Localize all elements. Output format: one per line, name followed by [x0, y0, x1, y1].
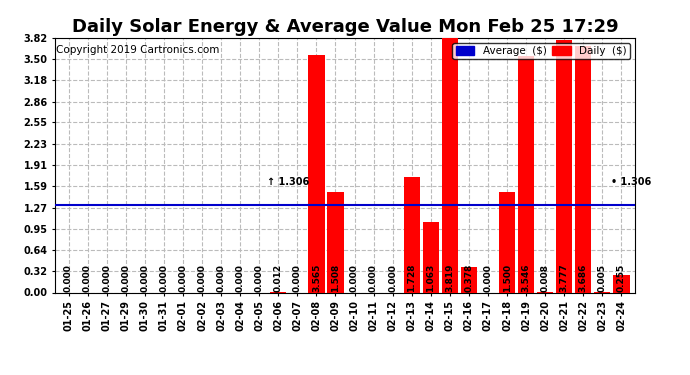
- Text: 0.000: 0.000: [236, 264, 245, 292]
- Text: 3.819: 3.819: [445, 264, 454, 292]
- Text: • 1.306: • 1.306: [611, 177, 651, 187]
- Bar: [499, 192, 515, 292]
- Text: 0.000: 0.000: [293, 264, 302, 292]
- Text: 3.565: 3.565: [312, 264, 321, 292]
- Text: 0.255: 0.255: [617, 264, 626, 292]
- Text: 0.000: 0.000: [83, 264, 92, 292]
- Bar: [461, 267, 477, 292]
- Text: 0.378: 0.378: [464, 264, 473, 292]
- Text: 0.000: 0.000: [159, 264, 168, 292]
- Text: 1.728: 1.728: [407, 264, 416, 292]
- Text: 3.777: 3.777: [560, 263, 569, 292]
- Text: 0.000: 0.000: [179, 264, 188, 292]
- Bar: [423, 222, 439, 292]
- Text: 0.000: 0.000: [197, 264, 206, 292]
- Text: 0.005: 0.005: [598, 264, 607, 292]
- Text: 1.063: 1.063: [426, 264, 435, 292]
- Text: 3.546: 3.546: [522, 264, 531, 292]
- Text: 0.000: 0.000: [255, 264, 264, 292]
- Bar: [518, 56, 534, 292]
- Text: 0.000: 0.000: [102, 264, 111, 292]
- Title: Daily Solar Energy & Average Value Mon Feb 25 17:29: Daily Solar Energy & Average Value Mon F…: [72, 18, 618, 36]
- Text: 0.000: 0.000: [484, 264, 493, 292]
- Bar: [404, 177, 420, 292]
- Bar: [575, 46, 591, 292]
- Legend: Average  ($), Daily  ($): Average ($), Daily ($): [453, 43, 629, 59]
- Bar: [442, 38, 458, 292]
- Text: 0.000: 0.000: [217, 264, 226, 292]
- Text: 3.686: 3.686: [579, 264, 588, 292]
- Text: 0.000: 0.000: [369, 264, 378, 292]
- Text: 0.000: 0.000: [121, 264, 130, 292]
- Text: 0.000: 0.000: [388, 264, 397, 292]
- Bar: [308, 54, 324, 292]
- Text: 0.008: 0.008: [541, 264, 550, 292]
- Text: ↑ 1.306: ↑ 1.306: [266, 177, 309, 187]
- Text: 0.000: 0.000: [350, 264, 359, 292]
- Bar: [613, 276, 629, 292]
- Bar: [327, 192, 344, 292]
- Text: 0.012: 0.012: [274, 264, 283, 292]
- Text: 0.000: 0.000: [140, 264, 149, 292]
- Text: 1.508: 1.508: [331, 264, 340, 292]
- Text: 0.000: 0.000: [64, 264, 73, 292]
- Text: 1.500: 1.500: [502, 264, 511, 292]
- Bar: [556, 40, 573, 292]
- Text: Copyright 2019 Cartronics.com: Copyright 2019 Cartronics.com: [57, 45, 219, 55]
